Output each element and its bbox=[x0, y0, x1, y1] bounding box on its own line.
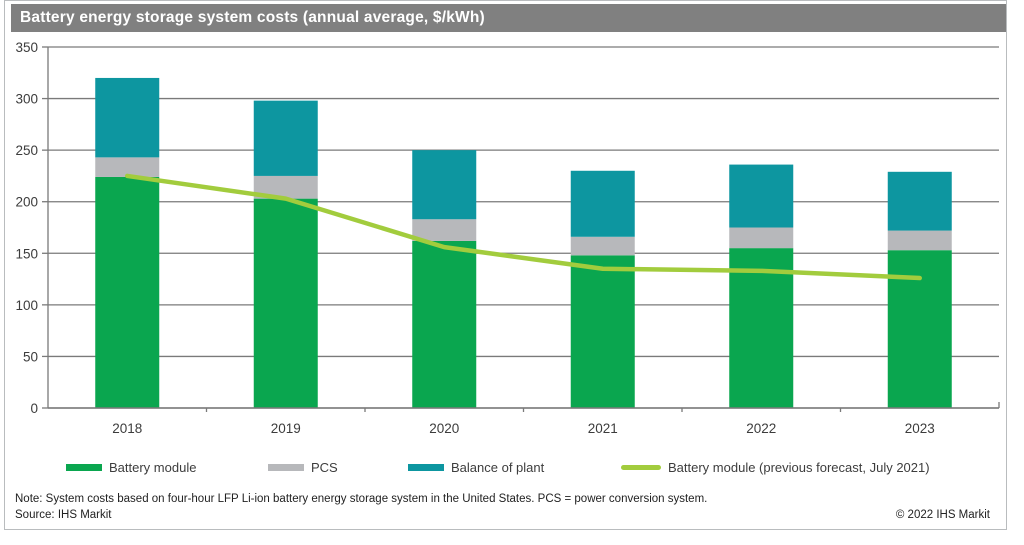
bar-segment bbox=[95, 77, 160, 158]
y-axis-label: 100 bbox=[15, 298, 38, 313]
y-axis-label: 0 bbox=[30, 401, 38, 416]
legend-label: PCS bbox=[311, 459, 338, 475]
legend-item: Balance of plant bbox=[408, 459, 544, 475]
bar-segment bbox=[412, 219, 477, 241]
bar-segment bbox=[570, 170, 635, 237]
bar-segment bbox=[887, 250, 952, 408]
bar-segment bbox=[887, 171, 952, 231]
legend-item: Battery module (previous forecast, July … bbox=[621, 459, 930, 475]
x-axis-label: 2022 bbox=[746, 421, 776, 436]
legend-label: Battery module bbox=[109, 459, 197, 475]
bar-segment bbox=[253, 100, 318, 176]
bar-segment bbox=[729, 227, 794, 249]
legend-label: Battery module (previous forecast, July … bbox=[668, 459, 930, 475]
copyright-text: © 2022 IHS Markit bbox=[895, 509, 990, 521]
x-axis-label: 2020 bbox=[429, 421, 459, 436]
y-axis-label: 250 bbox=[15, 143, 38, 158]
legend-swatch bbox=[621, 464, 661, 470]
y-axis-label: 350 bbox=[15, 40, 38, 55]
source-text: Source: IHS Markit bbox=[15, 509, 112, 521]
note-text: Note: System costs based on four-hour LF… bbox=[15, 493, 708, 505]
forecast-line bbox=[125, 173, 922, 281]
bar-segment bbox=[253, 175, 318, 199]
bar-segment bbox=[729, 164, 794, 228]
chart-title-bar: Battery energy storage system costs (ann… bbox=[11, 4, 1006, 32]
x-axis-label: 2023 bbox=[905, 421, 935, 436]
legend-label: Balance of plant bbox=[451, 459, 545, 475]
chart-panel: Battery energy storage system costs (ann… bbox=[4, 0, 1007, 530]
bar-segment bbox=[412, 240, 477, 408]
legend-swatch bbox=[66, 463, 102, 471]
chart-plot-area: 0 50 100 150 200 250 300 350 2018 2019 2020 2021 202… bbox=[5, 1, 1006, 451]
bar-segment bbox=[887, 230, 952, 251]
y-axis-label: 300 bbox=[15, 92, 38, 107]
bar-segment bbox=[729, 248, 794, 408]
bar-segment bbox=[412, 150, 477, 220]
bar-segment bbox=[95, 157, 160, 177]
y-axis-label: 200 bbox=[15, 195, 38, 210]
legend-swatch bbox=[268, 463, 304, 471]
bar-segment bbox=[570, 255, 635, 408]
x-axis-label: 2019 bbox=[271, 421, 301, 436]
y-axis-label: 50 bbox=[23, 349, 38, 364]
bar-segment bbox=[570, 236, 635, 256]
bar-segment bbox=[253, 198, 318, 408]
legend-item: PCS bbox=[268, 459, 338, 475]
chart-svg: 0 50 100 150 200 250 300 350 2018 2019 2020 2021 202… bbox=[15, 40, 1000, 436]
legend-swatch bbox=[408, 463, 444, 471]
x-axis-label: 2018 bbox=[112, 421, 142, 436]
x-axis-label: 2021 bbox=[588, 421, 618, 436]
chart-title: Battery energy storage system costs (ann… bbox=[20, 9, 485, 26]
legend-item: Battery module bbox=[66, 459, 196, 475]
y-axis-label: 150 bbox=[15, 246, 38, 261]
bar-segment bbox=[95, 176, 160, 408]
